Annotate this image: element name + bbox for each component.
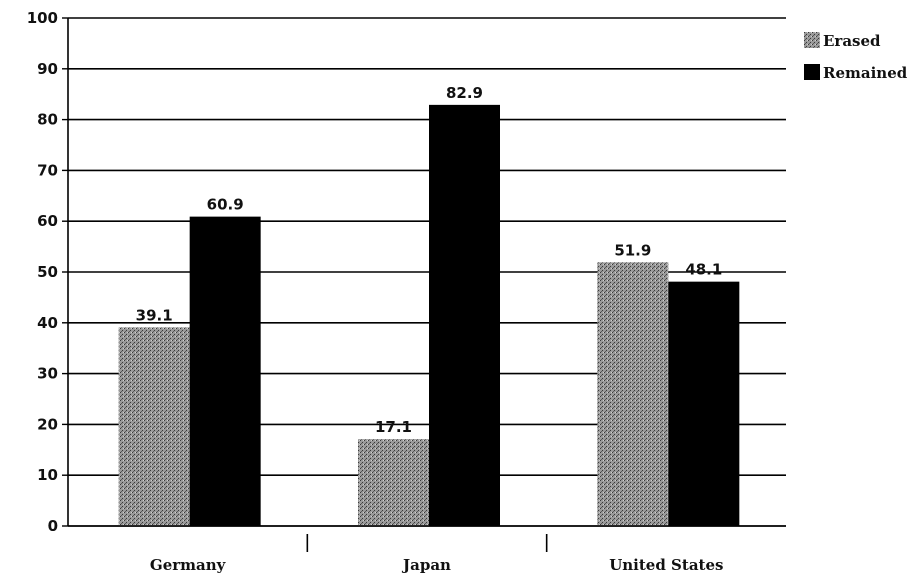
legend-swatch bbox=[804, 64, 820, 80]
legend-label: Remained bbox=[823, 64, 908, 82]
bar bbox=[118, 327, 190, 526]
data-label: 51.9 bbox=[614, 241, 651, 259]
bars: 39.1 60.9 17.1 82.9 51.9 48.1 bbox=[118, 84, 740, 527]
bar bbox=[189, 216, 261, 527]
y-tick-label: 100 bbox=[27, 9, 58, 27]
legend-swatch bbox=[804, 32, 820, 48]
legend: Erased Remained bbox=[804, 32, 908, 82]
y-tick-label: 80 bbox=[37, 111, 58, 129]
y-tick-label: 10 bbox=[37, 466, 58, 484]
bar bbox=[429, 104, 500, 527]
y-tick-label: 40 bbox=[37, 314, 58, 332]
bar bbox=[668, 281, 740, 526]
y-tick-label: 90 bbox=[37, 60, 58, 78]
data-label: 82.9 bbox=[446, 84, 483, 102]
bar bbox=[597, 262, 669, 526]
x-tick-label: United States bbox=[609, 556, 723, 574]
legend-label: Erased bbox=[823, 32, 881, 50]
y-tick-label: 70 bbox=[37, 161, 58, 179]
x-tick-label: Germany bbox=[150, 556, 227, 574]
data-label: 39.1 bbox=[136, 306, 173, 324]
x-tick-label: Japan bbox=[401, 556, 451, 574]
y-tick-label: 30 bbox=[37, 365, 58, 383]
y-tick-label: 60 bbox=[37, 212, 58, 230]
data-label: 48.1 bbox=[685, 261, 722, 279]
y-tick-label: 20 bbox=[37, 415, 58, 433]
data-label: 17.1 bbox=[375, 418, 412, 436]
y-tick-label: 0 bbox=[48, 517, 58, 535]
y-axis: 0 10 20 30 40 50 60 70 80 90 100 bbox=[27, 9, 69, 535]
x-axis: Germany Japan United States bbox=[68, 525, 786, 574]
y-tick-label: 50 bbox=[37, 263, 58, 281]
data-label: 60.9 bbox=[207, 196, 244, 214]
bar bbox=[358, 439, 429, 526]
